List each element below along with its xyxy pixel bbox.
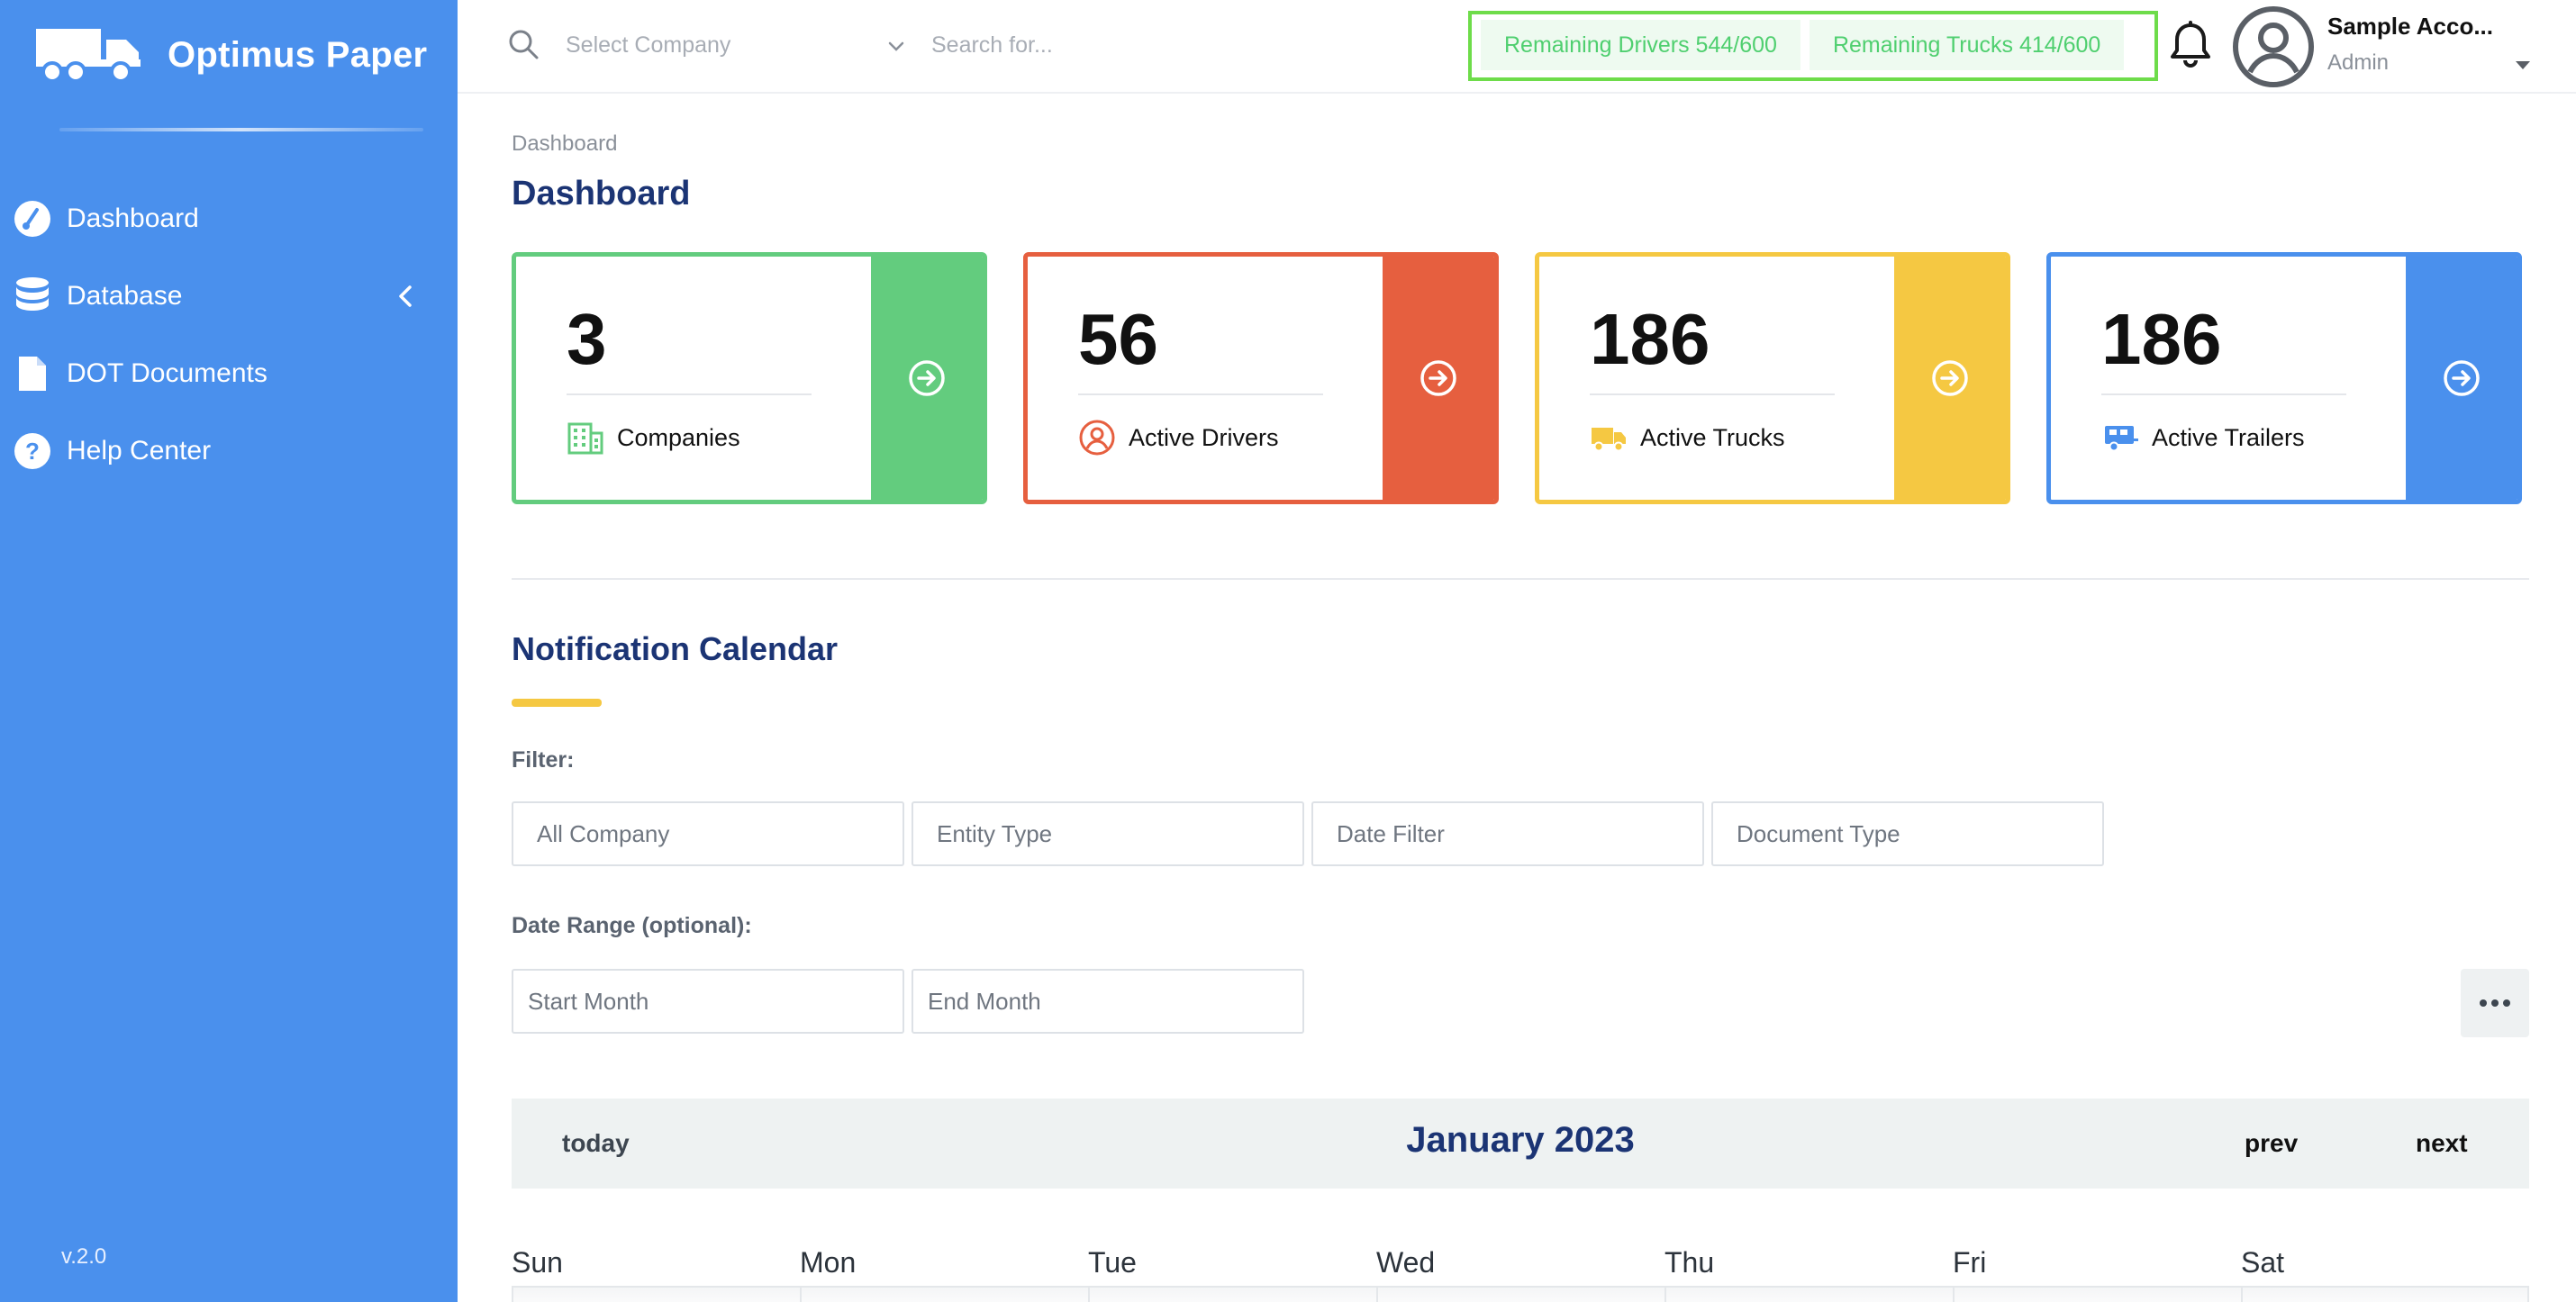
end-month-input[interactable] [912, 969, 1304, 1034]
account-name[interactable]: Sample Acco... [2327, 13, 2493, 40]
arrow-right-circle-icon [909, 360, 945, 396]
database-icon [11, 275, 54, 318]
chevron-left-icon[interactable] [393, 283, 420, 310]
account-role: Admin [2327, 50, 2390, 75]
sidebar-item-dot-documents[interactable]: DOT Documents [0, 335, 458, 412]
sidebar-item-label: Dashboard [67, 203, 199, 233]
card-count: 186 [1590, 299, 1710, 379]
gauge-icon [11, 197, 54, 240]
document-icon [11, 352, 54, 395]
sidebar-item-dashboard[interactable]: Dashboard [0, 180, 458, 258]
quota-panel: Remaining Drivers 544/600 Remaining Truc… [1468, 11, 2158, 81]
app-version: v.2.0 [61, 1244, 107, 1269]
card-divider [1078, 393, 1323, 395]
filter-label: Filter: [512, 747, 575, 773]
truck-logo-icon [36, 29, 141, 83]
sidebar-nav: Dashboard Database DOT Documents ? Help [0, 180, 458, 490]
card-go-button[interactable] [1894, 257, 2006, 500]
next-button[interactable]: next [2416, 1129, 2468, 1157]
start-month-input[interactable] [512, 969, 904, 1034]
weekday-header: Sun Mon Tue Wed Thu Fri Sat [512, 1246, 2529, 1291]
avatar[interactable] [2232, 5, 2315, 88]
help-icon: ? [11, 429, 54, 473]
sidebar-item-help-center[interactable]: ? Help Center [0, 412, 458, 490]
sidebar-item-label: Database [67, 281, 183, 311]
company-select-placeholder: Select Company [566, 32, 731, 58]
calendar-month-title: January 2023 [1406, 1120, 1635, 1160]
date-filter[interactable] [1311, 801, 1704, 866]
section-title: Notification Calendar [512, 630, 839, 667]
card-label-row: Companies [567, 419, 740, 457]
arrow-right-circle-icon [1932, 360, 1968, 396]
weekday-label: Thu [1664, 1246, 1715, 1279]
card-divider [1590, 393, 1835, 395]
section-underline [512, 699, 602, 707]
building-icon [567, 422, 603, 455]
card-label: Active Drivers [1129, 423, 1279, 451]
card-label: Active Trucks [1640, 423, 1785, 451]
prev-button[interactable]: prev [2245, 1129, 2299, 1157]
ellipsis-icon [2480, 999, 2510, 1007]
weekday-label: Sat [2241, 1246, 2285, 1279]
date-range-label: Date Range (optional): [512, 913, 752, 938]
brand-logo[interactable]: Optimus Paper [34, 25, 427, 85]
arrow-right-circle-icon [1420, 360, 1456, 396]
card-label-row: Active Trucks [1590, 419, 1785, 457]
remaining-drivers-badge: Remaining Drivers 544/600 [1481, 20, 1800, 70]
entity-type-filter[interactable] [912, 801, 1304, 866]
arrow-right-circle-icon [2444, 360, 2480, 396]
weekday-label: Mon [800, 1246, 857, 1279]
sidebar-item-label: Help Center [67, 436, 212, 466]
search-icon [509, 30, 539, 59]
section-divider [512, 578, 2529, 580]
active-trucks-card[interactable]: 186 Active Trucks [1535, 252, 2010, 504]
card-divider [2101, 393, 2346, 395]
active-trailers-card[interactable]: 186 Active Trailers [2046, 252, 2522, 504]
top-header: Select Company Remaining Drivers 544/600… [458, 0, 2576, 94]
card-label: Companies [617, 423, 740, 451]
today-button[interactable]: today [562, 1129, 630, 1157]
sidebar: Optimus Paper Dashboard Database [0, 0, 458, 1302]
chevron-down-icon [888, 41, 904, 51]
truck-icon [1592, 428, 1626, 452]
bell-icon[interactable] [2165, 18, 2216, 70]
document-type-filter[interactable] [1711, 801, 2104, 866]
calendar-grid [512, 1286, 2529, 1302]
card-count: 186 [2101, 299, 2222, 379]
caret-down-icon[interactable] [2513, 58, 2533, 72]
calendar-toolbar: January 2023 today prev next [512, 1099, 2529, 1189]
companies-card[interactable]: 3 Companies [512, 252, 987, 504]
card-go-button[interactable] [871, 257, 983, 500]
sidebar-divider [59, 128, 423, 131]
card-label-row: Active Trailers [2101, 419, 2305, 457]
card-go-button[interactable] [2406, 257, 2517, 500]
card-go-button[interactable] [1383, 257, 1494, 500]
trailer-icon [2105, 426, 2138, 452]
company-filter[interactable] [512, 801, 904, 866]
search-input[interactable] [931, 25, 1382, 65]
card-count: 3 [567, 299, 607, 379]
weekday-label: Tue [1088, 1246, 1137, 1279]
weekday-label: Sun [512, 1246, 563, 1279]
active-drivers-card[interactable]: 56 Active Drivers [1023, 252, 1499, 504]
card-divider [567, 393, 812, 395]
company-select[interactable]: Select Company [566, 25, 908, 65]
sidebar-item-label: DOT Documents [67, 358, 268, 388]
more-options-button[interactable] [2461, 969, 2529, 1037]
card-label-row: Active Drivers [1078, 419, 1279, 457]
card-label: Active Trailers [2152, 423, 2305, 451]
weekday-label: Wed [1376, 1246, 1436, 1279]
breadcrumb[interactable]: Dashboard [512, 131, 618, 156]
card-count: 56 [1078, 299, 1158, 379]
sidebar-item-database[interactable]: Database [0, 258, 458, 335]
user-circle-icon [1079, 420, 1115, 456]
brand-name: Optimus Paper [168, 34, 428, 75]
page-title: Dashboard [512, 175, 691, 212]
weekday-label: Fri [1953, 1246, 1987, 1279]
svg-text:?: ? [25, 438, 40, 465]
remaining-trucks-badge: Remaining Trucks 414/600 [1809, 20, 2125, 70]
